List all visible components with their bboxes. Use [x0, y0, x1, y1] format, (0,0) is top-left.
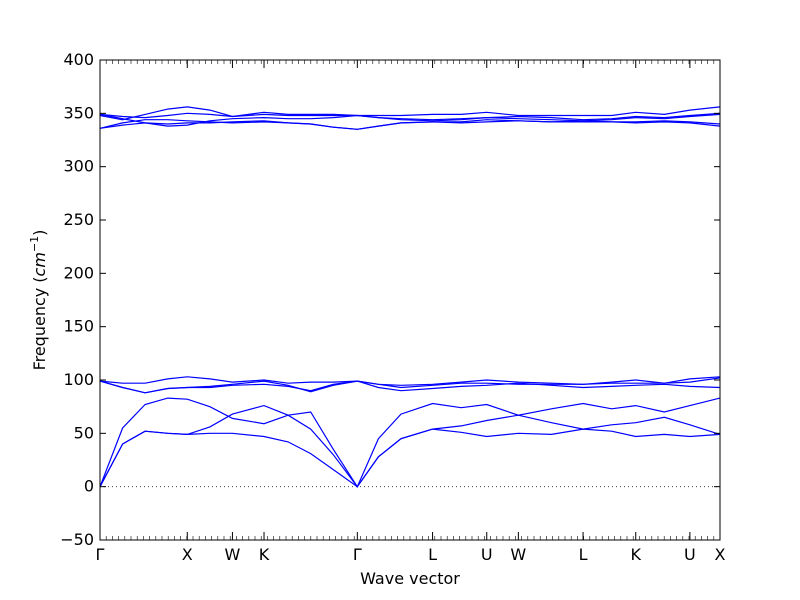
y-tick-label: −50: [60, 530, 94, 549]
phonon-branch-8: [99, 119, 721, 130]
y-tick-label: 150: [63, 317, 94, 336]
x-tick-label: X: [715, 545, 726, 564]
y-axis-title-paren-close: ): [30, 230, 49, 236]
x-axis-minor-ticks: [99, 60, 721, 540]
y-axis-title-text: Frequency: [30, 288, 49, 371]
phonon-branch-3: [99, 397, 721, 488]
phonon-branch-11: [99, 106, 721, 121]
x-tick-label: Γ: [96, 545, 105, 564]
phonon-branch-10: [99, 112, 721, 121]
x-tick-label: Γ: [353, 545, 362, 564]
y-tick-label: 300: [63, 157, 94, 176]
y-tick-label: 0: [84, 477, 94, 496]
x-tick-label: L: [428, 545, 437, 564]
phonon-branch-2: [99, 404, 721, 488]
y-tick-label: 350: [63, 103, 94, 122]
y-tick-label: 400: [63, 50, 94, 69]
x-tick-label: L: [579, 545, 588, 564]
plot-frame: [99, 59, 721, 541]
y-axis-title-unit: cm: [30, 252, 49, 276]
x-tick-label: W: [510, 545, 526, 564]
x-tick-label: U: [481, 545, 493, 564]
y-tick-label: 200: [63, 263, 94, 282]
y-tick-label: 100: [63, 370, 94, 389]
x-tick-label: U: [684, 545, 696, 564]
phonon-branch-6: [99, 376, 721, 386]
y-axis-ticks: −50 0 50 100 150 200 250 300 350 400: [60, 50, 720, 549]
y-axis-title: Frequency (cm−1): [28, 230, 49, 371]
x-tick-label: K: [630, 545, 641, 564]
x-tick-label: W: [225, 545, 241, 564]
x-axis-title: Wave vector: [360, 569, 460, 588]
y-tick-label: 250: [63, 210, 94, 229]
y-axis-title-paren-open: (: [30, 276, 49, 282]
x-tick-label: X: [182, 545, 193, 564]
series-layer: [99, 106, 721, 488]
x-tick-label: K: [259, 545, 270, 564]
y-tick-label: 50: [74, 423, 94, 442]
y-axis-title-unit-power: −1: [28, 236, 41, 252]
